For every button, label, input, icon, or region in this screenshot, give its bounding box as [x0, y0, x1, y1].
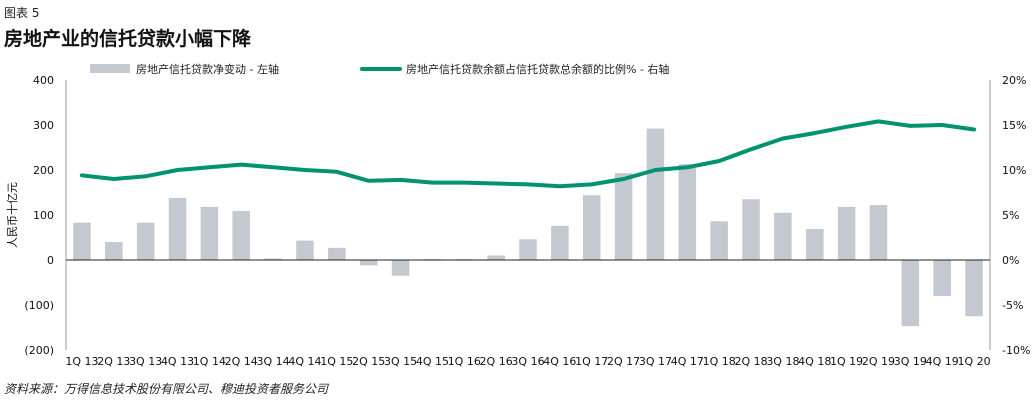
bar [105, 242, 123, 260]
left-axis-tick-label: (200) [24, 344, 54, 357]
x-axis-tick-label: 2Q 18 [734, 355, 767, 368]
right-axis-tick-label: 0% [1002, 254, 1019, 267]
y-axis-label: 人民币十亿元 [5, 182, 19, 248]
x-axis-tick-label: 1Q 15 [320, 355, 353, 368]
x-axis-tick-label: 1Q 19 [830, 355, 863, 368]
x-axis-tick-label: 2Q 15 [352, 355, 385, 368]
bar [901, 260, 920, 327]
bar [296, 240, 314, 260]
left-axis-tick-label: 400 [33, 74, 54, 87]
bar [582, 195, 601, 260]
source-note: 资料来源：万得信息技术股份有限公司、穆迪投资者服务公司 [4, 382, 329, 396]
right-axis-tick-label: -10% [1002, 344, 1030, 357]
x-axis-tick-label: 1Q 20 [957, 355, 990, 368]
bar [200, 206, 219, 260]
x-axis-tick-label: 3Q 13 [129, 355, 162, 368]
x-axis-tick-label: 1Q 16 [448, 355, 481, 368]
x-axis-tick-label: 3Q 17 [639, 355, 672, 368]
x-axis-tick-label: 1Q 18 [703, 355, 736, 368]
left-axis-tick-label: 100 [33, 209, 54, 222]
bar [232, 210, 251, 260]
bar [965, 260, 983, 317]
x-axis-tick-label: 4Q 18 [798, 355, 831, 368]
x-axis-tick-label: 1Q 13 [65, 355, 98, 368]
bar [73, 222, 91, 260]
left-axis-tick-label: 200 [33, 164, 54, 177]
bar [742, 199, 760, 260]
ratio-series-line [79, 119, 977, 189]
legend-label-bars: 房地产信托贷款净变动 - 左轴 [136, 62, 279, 76]
legend-swatch-bars [90, 64, 130, 73]
x-axis-tick-label: 2Q 16 [480, 355, 513, 368]
bar [136, 222, 155, 260]
x-axis-tick-label: 4Q 19 [926, 355, 959, 368]
right-axis-tick-label: 20% [1002, 74, 1026, 87]
bar [328, 247, 346, 260]
left-axis-tick-label: (100) [24, 299, 54, 312]
bar [646, 128, 665, 260]
legend-label-line: 房地产信托贷款余额占信托贷款总余额的比例% - 右轴 [406, 62, 669, 76]
x-axis-tick-label: 4Q 13 [161, 355, 194, 368]
bar [359, 260, 378, 266]
right-axis-tick-label: -5% [1002, 299, 1023, 312]
x-axis-tick-label: 3Q 15 [384, 355, 417, 368]
x-axis-tick-label: 4Q 15 [416, 355, 449, 368]
figure-label: 图表 5 [4, 6, 40, 20]
x-axis-tick-label: 2Q 14 [225, 355, 258, 368]
x-axis-tick-label: 3Q 18 [766, 355, 799, 368]
x-axis-tick-label: 2Q 19 [862, 355, 895, 368]
right-axis-tick-label: 10% [1002, 164, 1026, 177]
bar [678, 164, 697, 260]
left-axis-tick-label: 0 [47, 254, 54, 267]
chart-title: 房地产业的信托贷款小幅下降 [4, 28, 252, 50]
bar [837, 206, 856, 260]
bar [519, 239, 537, 260]
right-axis-tick-label: 5% [1002, 209, 1019, 222]
x-axis-tick-label: 2Q 13 [97, 355, 130, 368]
bar [168, 197, 187, 260]
bar [264, 258, 282, 260]
x-axis-tick-label: 3Q 14 [257, 355, 290, 368]
right-axis-tick-label: 15% [1002, 119, 1026, 132]
x-axis-tick-label: 1Q 17 [575, 355, 608, 368]
bar [869, 205, 888, 260]
x-axis-tick-label: 4Q 16 [543, 355, 576, 368]
bar [805, 228, 824, 260]
x-axis-tick-label: 4Q 14 [288, 355, 321, 368]
left-axis-tick-label: 300 [33, 119, 54, 132]
x-axis-tick-label: 3Q 19 [894, 355, 927, 368]
bar [710, 221, 728, 260]
bar [933, 260, 951, 296]
x-axis-tick-label: 3Q 16 [511, 355, 544, 368]
bar [774, 212, 792, 260]
x-axis-tick-label: 4Q 17 [671, 355, 704, 368]
bar [614, 173, 633, 260]
x-axis-tick-label: 1Q 14 [193, 355, 226, 368]
bar [551, 225, 569, 260]
bar [391, 260, 410, 276]
x-axis-tick-label: 2Q 17 [607, 355, 640, 368]
bar [487, 255, 505, 260]
